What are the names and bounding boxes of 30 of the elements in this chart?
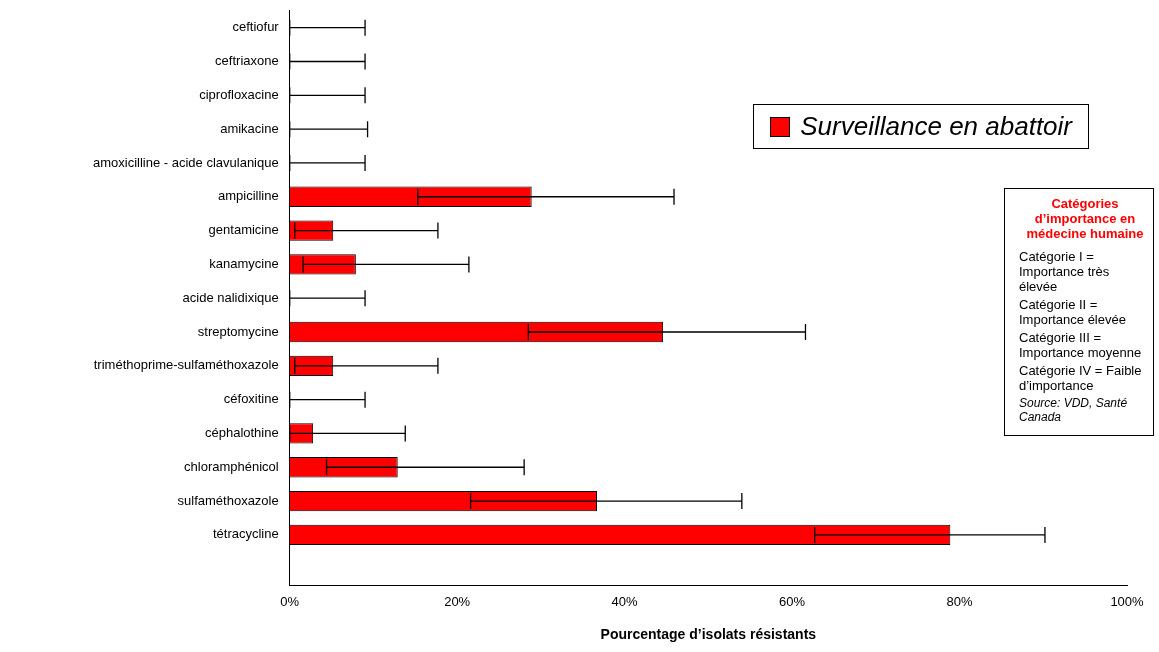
x-tick-label: 0% [280, 593, 300, 609]
x-tick-label: 20% [444, 593, 471, 609]
x-tick-label: 40% [611, 593, 639, 609]
x-tick-label: 80% [946, 593, 973, 609]
annotation: Catégorie II = Importance élevée [1019, 297, 1127, 327]
y-tick-label: amoxicilline - acide clavulanique [92, 154, 279, 170]
y-tick-label: triméthoprime-sulfaméthoxazole [93, 357, 279, 373]
annotation: Catégories d’importance en médecine humaine [1025, 196, 1145, 241]
y-tick-label: ciprofloxacine [199, 86, 279, 102]
y-tick-label: streptomycine [197, 323, 279, 339]
y-tick-label: ampicilline [218, 188, 279, 204]
y-tick-label: ceftiofur [232, 19, 280, 35]
y-tick-label: kanamycine [209, 255, 279, 271]
x-tick-label: 60% [779, 593, 806, 609]
annotation: Catégorie III = Importance moyenne [1019, 330, 1143, 360]
y-tick-label: gentamicine [208, 222, 279, 238]
y-tick-label: céphalothine [204, 425, 279, 441]
annotation: Source: VDD, Santé Canada [1019, 396, 1129, 424]
x-tick-label: 100% [1110, 593, 1145, 609]
y-tick-label: céfoxitine [223, 391, 279, 407]
annotation: Catégorie I = Importance très élevée [1019, 249, 1111, 294]
annotation: Catégorie IV = Faible d’importance [1019, 363, 1143, 393]
x-axis-title: Pourcentage d’isolats résistants [600, 626, 817, 643]
y-tick-label: tétracycline [212, 526, 279, 542]
y-tick-label: sulfaméthoxazole [177, 492, 279, 508]
y-tick-label: amikacine [220, 120, 279, 136]
y-tick-label: acide nalidixique [182, 289, 279, 305]
legend-label: Surveillance en abattoir [800, 111, 1072, 142]
y-tick-label: chloramphénicol [184, 458, 279, 474]
y-tick-label: ceftriaxone [215, 53, 279, 69]
